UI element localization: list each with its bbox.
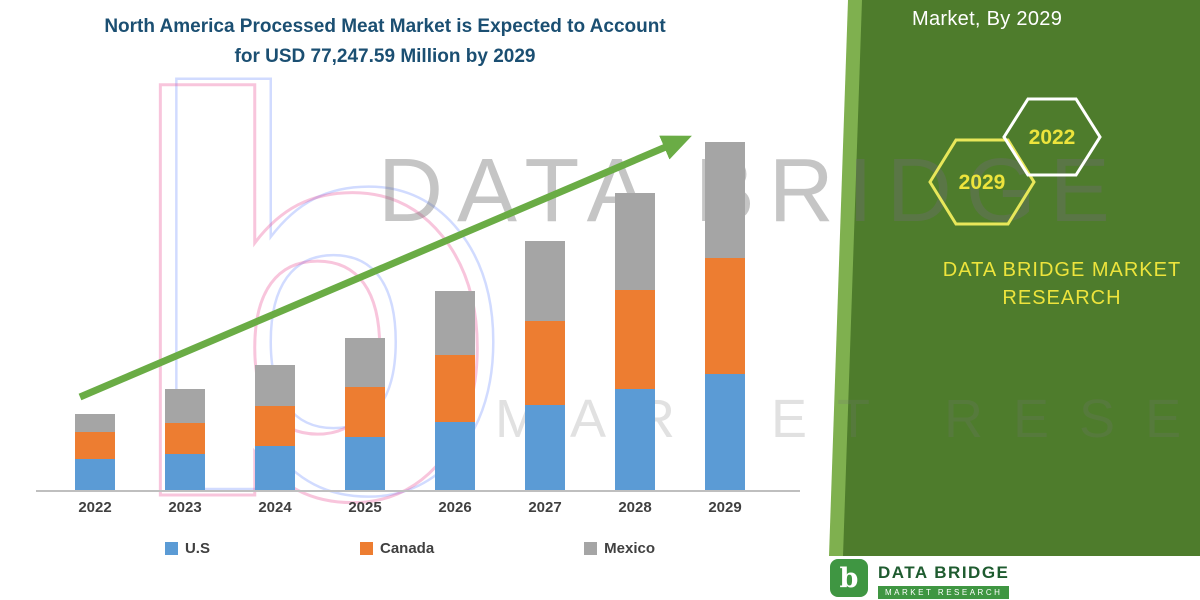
bar-2026	[410, 130, 500, 490]
green-panel-body	[843, 0, 1200, 556]
bar-segment-mexico	[435, 290, 475, 355]
panel-brand-line1: DATA BRIDGE MARKET	[943, 259, 1181, 281]
plot-area	[50, 130, 770, 490]
chart-title-line2: for USD 77,247.59 Million by 2029	[234, 46, 536, 68]
bar-segment-canada	[615, 289, 655, 390]
bar-segment-canada	[255, 405, 295, 447]
stacked-bar-2028	[615, 192, 655, 490]
logo-name: DATA BRIDGE	[878, 563, 1010, 582]
x-axis-line	[36, 490, 800, 492]
bar-segment-mexico	[345, 338, 385, 388]
stacked-bar-2022	[75, 413, 115, 490]
chart-title-line1: North America Processed Meat Market is E…	[104, 16, 666, 37]
bar-2028	[590, 130, 680, 490]
x-tick-2028: 2028	[618, 499, 652, 516]
bar-2025	[320, 130, 410, 490]
legend-item-us: U.S	[164, 540, 210, 557]
panel-brand-line2: RESEARCH	[1002, 287, 1121, 309]
x-tick-2022: 2022	[78, 499, 112, 516]
x-tick-2027: 2027	[528, 499, 562, 516]
bar-segment-canada	[75, 432, 115, 460]
x-tick-2029: 2029	[708, 499, 742, 516]
legend-swatch	[359, 542, 373, 555]
legend: U.S Canada Mexico	[50, 540, 770, 557]
legend-swatch	[164, 542, 178, 555]
footer-logo: b DATA BRIDGE MARKET RESEARCH	[830, 559, 1010, 599]
x-tick-2023: 2023	[168, 499, 202, 516]
bar-segment-mexico	[525, 240, 565, 322]
bar-2027	[500, 130, 590, 490]
bar-2029	[680, 130, 770, 490]
hexagon-2022	[1002, 97, 1102, 177]
bar-segment-canada	[435, 355, 475, 422]
logo-text: DATA BRIDGE MARKET RESEARCH	[878, 559, 1010, 599]
logo-mark-icon: b	[830, 559, 868, 597]
bar-segment-us	[75, 459, 115, 490]
bar-segment-canada	[345, 387, 385, 438]
stacked-bar-2026	[435, 290, 475, 490]
logo-subtitle: MARKET RESEARCH	[878, 586, 1010, 599]
bar-2022	[50, 130, 140, 490]
legend-item-canada: Canada	[359, 540, 435, 557]
stacked-bar-2023	[165, 388, 205, 490]
x-tick-2026: 2026	[438, 499, 472, 516]
stacked-bar-2027	[525, 240, 565, 490]
stacked-bar-2029	[705, 142, 745, 490]
logo-glyph: b	[839, 562, 859, 594]
x-tick-2024: 2024	[258, 499, 292, 516]
bar-segment-us	[345, 437, 385, 490]
legend-label: Mexico	[604, 540, 656, 557]
bar-segment-us	[705, 373, 745, 490]
x-tick-2025: 2025	[348, 499, 382, 516]
bar-segment-us	[435, 422, 475, 490]
x-axis-labels: 2022 2023 2024 2025 2026 2027 2028 2029	[50, 499, 770, 516]
trend-arrow-line	[78, 135, 692, 401]
bar-segment-canada	[705, 258, 745, 374]
hexagon-2029	[928, 138, 1036, 226]
bar-segment-mexico	[75, 413, 115, 433]
chart-title: North America Processed Meat Market is E…	[20, 12, 750, 73]
stacked-bar-2025	[345, 338, 385, 490]
bar-segment-canada	[165, 423, 205, 455]
hexagon-2022-label: 2022	[1029, 126, 1076, 149]
legend-item-mexico: Mexico	[584, 540, 655, 557]
stacked-bar-2024	[255, 364, 295, 490]
legend-swatch	[584, 542, 598, 555]
legend-label: Canada	[379, 540, 435, 557]
bar-segment-mexico	[615, 192, 655, 290]
bar-segment-canada	[525, 321, 565, 405]
bar-segment-mexico	[165, 388, 205, 424]
bar-segment-us	[525, 404, 565, 490]
watermark-market-research-text: MARKET RESEARCH	[495, 389, 1200, 449]
bar-segment-mexico	[255, 364, 295, 406]
bar-2024	[230, 130, 320, 490]
bar-segment-us	[255, 446, 295, 490]
legend-label: U.S	[184, 540, 210, 557]
bar-segment-us	[615, 389, 655, 490]
bar-segment-mexico	[705, 142, 745, 259]
bar-segment-us	[165, 454, 205, 490]
bar-2023	[140, 130, 230, 490]
hexagon-2029-label: 2029	[959, 171, 1006, 194]
panel-heading: Market, By 2029	[912, 8, 1063, 30]
